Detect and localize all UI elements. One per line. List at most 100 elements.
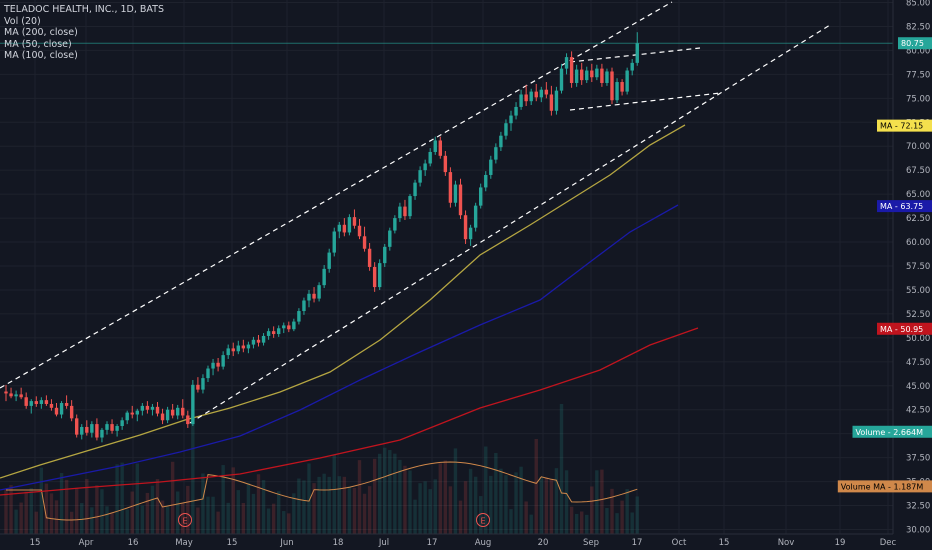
price-tag xyxy=(898,37,932,50)
volume-bar xyxy=(504,475,508,534)
x-tick-label: 15 xyxy=(227,538,238,548)
legend-ma50[interactable]: MA (50, close) xyxy=(4,38,72,50)
candle-body xyxy=(44,400,49,404)
volume-bar xyxy=(186,485,190,534)
candle-body xyxy=(574,69,579,83)
candle-body xyxy=(155,406,160,414)
volume-bar xyxy=(418,483,422,534)
legend-ma100[interactable]: MA (100, close) xyxy=(4,50,78,61)
volume-bar xyxy=(322,473,326,534)
candle-body xyxy=(100,429,104,438)
y-tick-label: 70.00 xyxy=(906,142,930,152)
candle-body xyxy=(39,400,44,404)
volume-bar xyxy=(140,505,145,534)
candle-body xyxy=(367,248,372,267)
ma-blue-line xyxy=(0,204,679,491)
volume-bar xyxy=(367,486,372,534)
candle-body xyxy=(115,426,119,431)
y-tick-label: 65.00 xyxy=(906,190,930,200)
candle-body xyxy=(635,43,639,63)
volume-bar xyxy=(196,507,200,534)
volume-bar xyxy=(615,513,619,534)
volume-bar xyxy=(448,486,453,534)
y-axis[interactable]: 30.0032.5035.0037.5040.0042.5045.0047.50… xyxy=(906,0,930,536)
price-tag xyxy=(852,425,932,438)
x-tick-label: 17 xyxy=(427,538,438,548)
candle-body xyxy=(165,409,170,421)
price-tag xyxy=(877,322,932,335)
volume-bar xyxy=(44,483,49,534)
volume-bar xyxy=(115,464,119,534)
candle-body xyxy=(277,328,281,335)
y-tick-label: 47.50 xyxy=(906,358,930,368)
candle-body xyxy=(630,62,634,71)
candle-body xyxy=(514,106,518,116)
price-tags: 80.75 MA - 72.15 MA - 63.75 MA - 50.95 Volum… xyxy=(837,37,932,493)
y-tick-label: 67.50 xyxy=(906,166,930,176)
volume-bar xyxy=(524,501,528,534)
candle-body xyxy=(398,206,402,219)
candle-body xyxy=(534,91,538,98)
candle-body xyxy=(615,82,619,101)
volume-bar xyxy=(580,511,584,534)
x-tick-label: 20 xyxy=(538,538,549,548)
candle-body xyxy=(463,215,468,240)
candle-body xyxy=(34,401,38,404)
candle-body xyxy=(489,159,493,175)
volume-bar xyxy=(585,514,589,534)
wedge-upper-line xyxy=(569,47,701,63)
candle-body xyxy=(170,409,175,416)
candle-body xyxy=(494,147,498,160)
candle-body xyxy=(378,263,382,288)
volume-bar xyxy=(332,454,336,534)
price-tag-label: 80.75 xyxy=(901,39,924,48)
candle-body xyxy=(302,300,306,312)
volume-bar xyxy=(408,470,412,534)
y-tick-label: 42.50 xyxy=(906,406,930,416)
volume-bar xyxy=(4,489,8,534)
y-tick-label: 80.00 xyxy=(906,46,930,56)
candle-body xyxy=(261,335,266,343)
candle-body xyxy=(312,293,316,299)
candle-body xyxy=(479,187,483,206)
volume-bar xyxy=(620,500,624,534)
volume-bar xyxy=(479,496,483,534)
volume-bars xyxy=(4,404,639,534)
volume-bar xyxy=(443,460,448,534)
legend-ma200[interactable]: MA (200, close) xyxy=(4,27,78,38)
volume-bar xyxy=(378,453,382,534)
candle-body xyxy=(544,89,549,95)
volume-bar xyxy=(403,465,407,534)
volume-bar xyxy=(383,447,387,534)
legend-title[interactable]: TELADOC HEALTH, INC., 1D, BATS xyxy=(4,4,164,15)
candle-body xyxy=(524,94,528,102)
price-tag xyxy=(877,119,932,132)
candle-body xyxy=(251,339,256,345)
candle-body xyxy=(14,394,18,397)
candle-body xyxy=(342,224,347,233)
candle-body xyxy=(519,94,523,107)
candle-body xyxy=(105,424,109,430)
moving-averages xyxy=(0,124,699,496)
candle-body xyxy=(352,217,357,226)
candle-body xyxy=(75,418,79,435)
candle-body xyxy=(135,410,139,415)
volume-bar xyxy=(29,488,33,534)
legend-vol[interactable]: Vol (20) xyxy=(4,15,41,27)
volume-bar xyxy=(428,489,432,534)
volume-bar xyxy=(135,463,139,534)
candle-body xyxy=(181,407,185,416)
x-tick-label: 18 xyxy=(333,538,344,548)
candle-body xyxy=(196,384,200,390)
candle-body xyxy=(413,182,417,197)
x-tick-label: Jun xyxy=(279,538,293,548)
volume-bar xyxy=(105,506,109,534)
x-tick-label: Dec xyxy=(880,538,897,548)
volume-bar xyxy=(372,458,377,534)
candle-body xyxy=(19,394,23,398)
candle-body xyxy=(554,90,559,111)
volume-bar xyxy=(54,500,59,534)
volume-bar xyxy=(312,483,316,534)
x-axis[interactable]: 15 Apr 16 May 15 Jun 18 Jul 17 Aug 20 Sep 17 Oct 15 Nov… xyxy=(30,538,897,548)
